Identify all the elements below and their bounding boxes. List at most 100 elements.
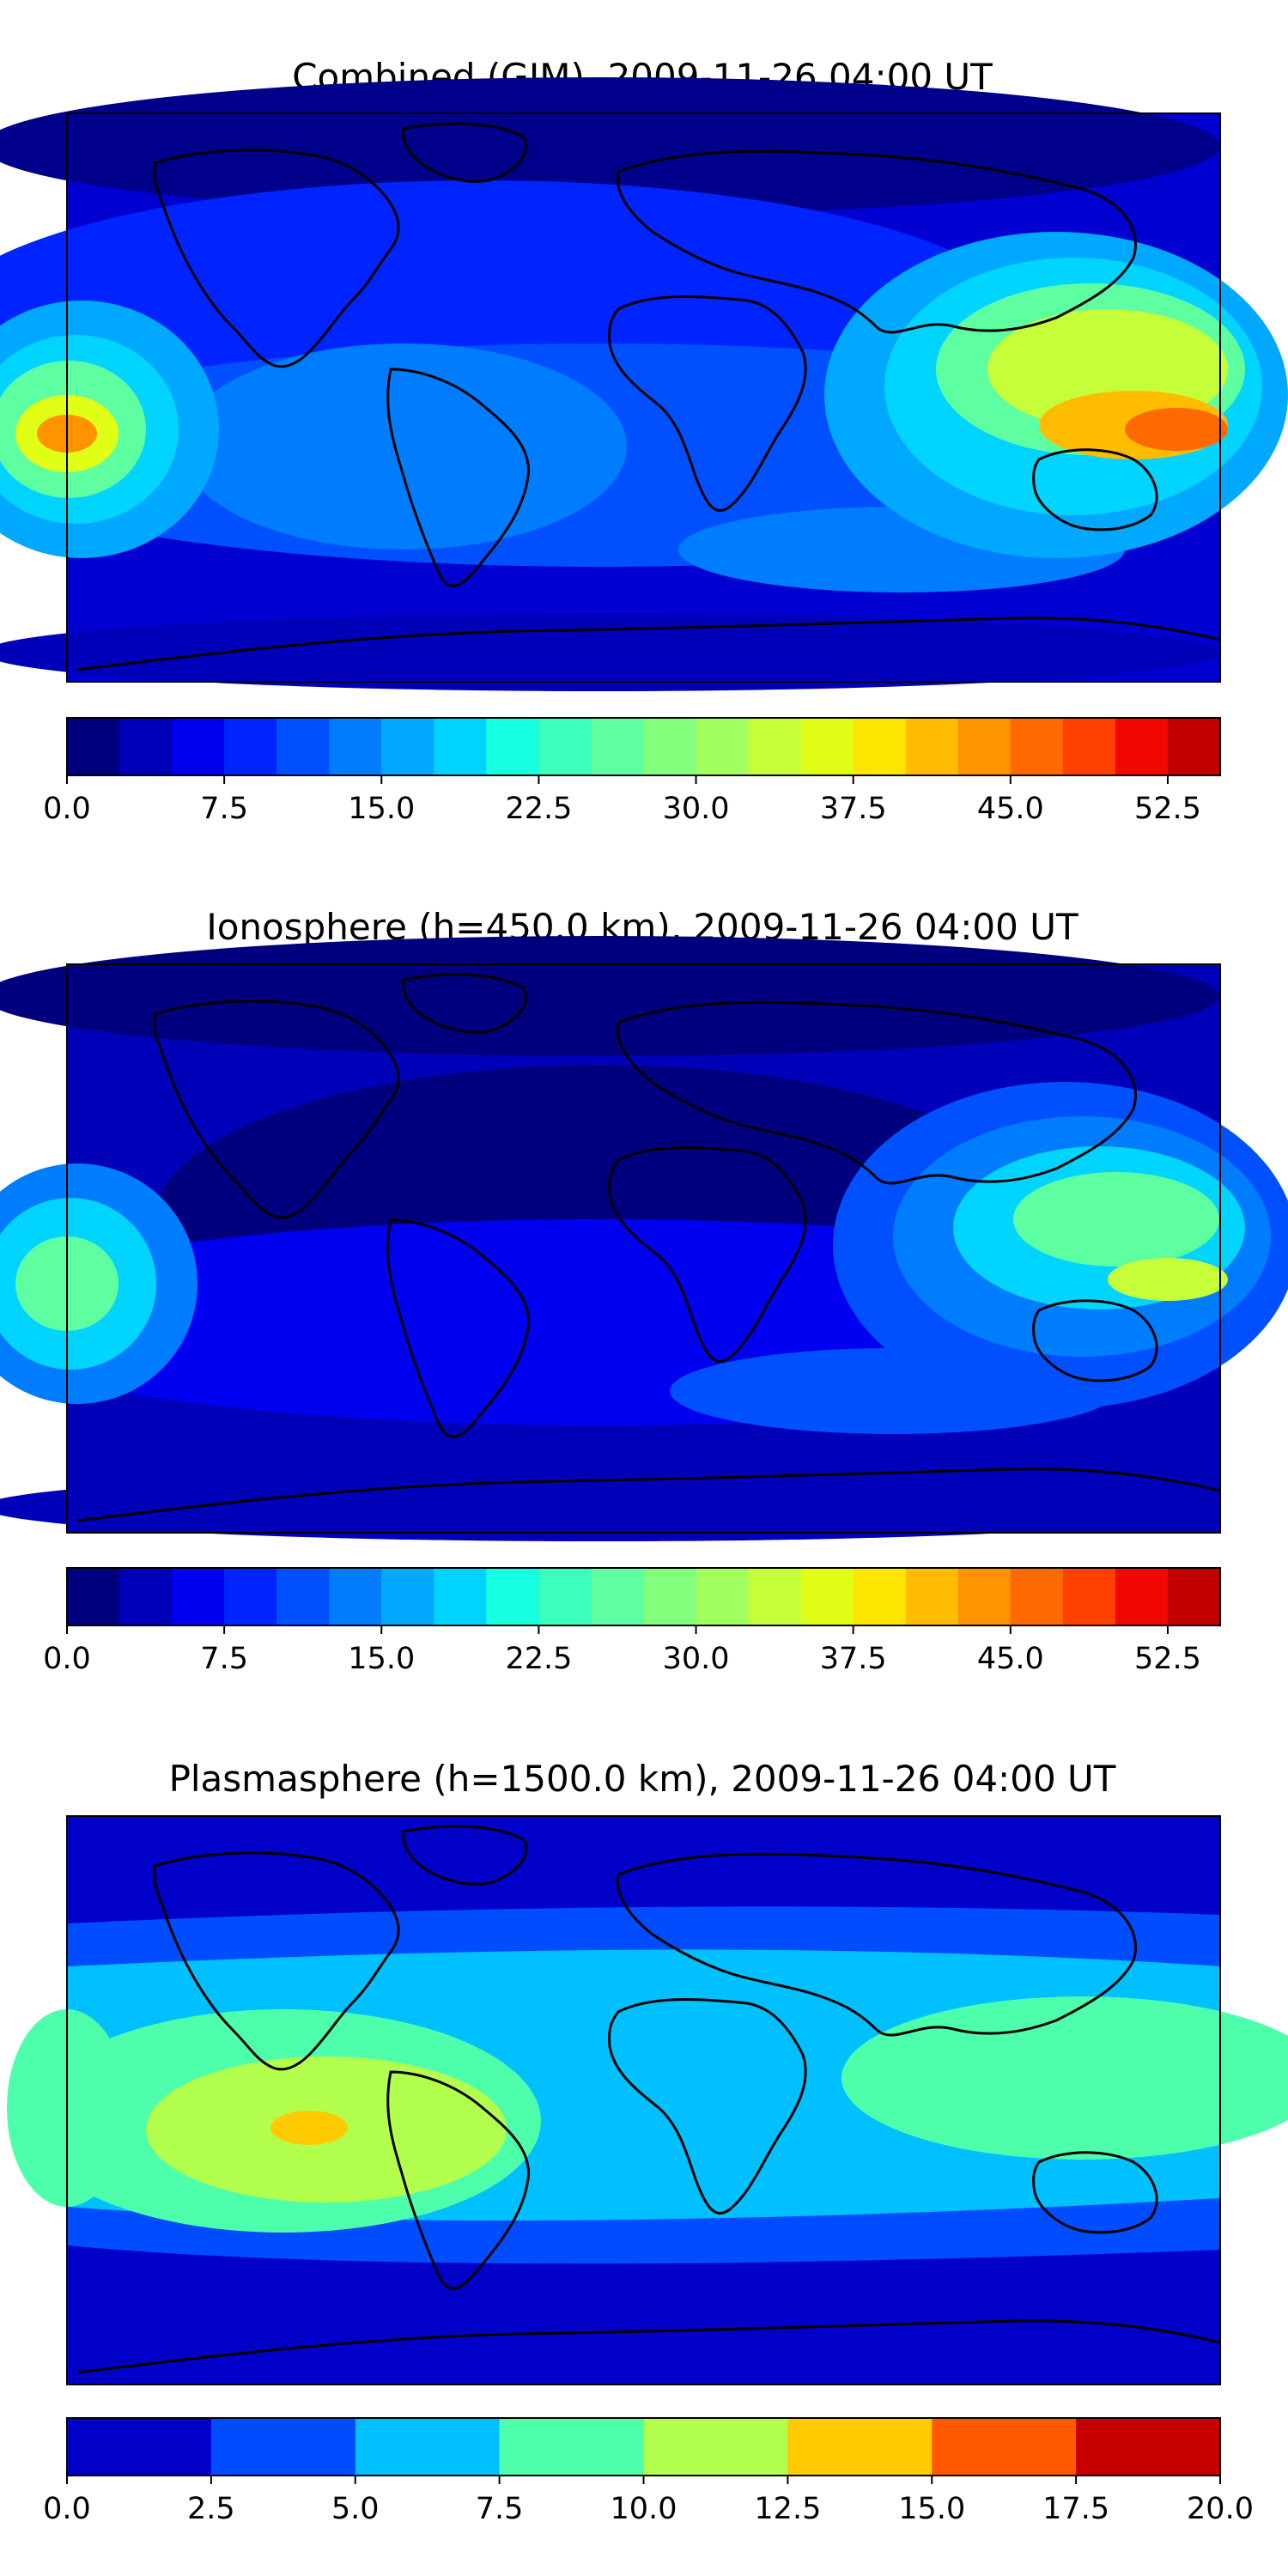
- combined-gim-colorbar: 0.0 7.5 15.0 22.5 30.0 37.5 45.0 52.5: [43, 717, 1221, 826]
- colorbar-cell: [355, 2418, 501, 2476]
- colorbar-cell: [1167, 1568, 1221, 1625]
- colorbar-tick-label: 52.5: [1134, 1642, 1201, 1676]
- south-america-peak: [270, 2111, 348, 2145]
- colorbar-cell: [1115, 718, 1169, 775]
- colorbar-cell: [172, 1568, 225, 1625]
- south-america-coast: [386, 368, 531, 587]
- colorbar-cell: [329, 718, 382, 775]
- coastlines: [76, 122, 1220, 671]
- colorbar-cell: [696, 718, 750, 775]
- colorbar-cell: [381, 1568, 434, 1625]
- south-america-coast: [386, 1218, 531, 1438]
- colorbar-cell: [1167, 718, 1221, 775]
- colorbar-cell: [1010, 718, 1064, 775]
- colorbar-tick-label: 37.5: [820, 792, 887, 826]
- colorbar-ticks: 0.0 7.5 15.0 22.5 30.0 37.5 45.0 52.5: [43, 1625, 1201, 1676]
- colorbar-cell: [172, 718, 225, 775]
- antarctica-coast: [76, 2319, 1220, 2374]
- colorbar-cells: [67, 1568, 1221, 1625]
- colorbar-cell: [1010, 1568, 1064, 1625]
- combined-gim-panel: Combined (GIM), 2009-11-26 04:00 UT: [0, 56, 1288, 826]
- greenland-coast: [402, 1825, 528, 1886]
- north-america-coast: [153, 999, 400, 1219]
- north-polar-band: [0, 936, 1219, 1056]
- colorbar-cell: [748, 1568, 802, 1625]
- colorbar-cell: [486, 718, 539, 775]
- colorbar-cell: [486, 1568, 539, 1625]
- plasmasphere-title: Plasmasphere (h=1500.0 km), 2009-11-26 0…: [169, 1758, 1116, 1800]
- colorbar-cell: [434, 718, 487, 775]
- colorbar-cell: [210, 2418, 356, 2476]
- colorbar-cell: [1115, 1568, 1169, 1625]
- colorbar-cell: [224, 718, 277, 775]
- colorbar-tick-label: 22.5: [505, 1642, 572, 1676]
- ionosphere-colorbar: 0.0 7.5 15.0 22.5 30.0 37.5 45.0 52.5: [43, 1567, 1221, 1676]
- colorbar-cell: [696, 1568, 750, 1625]
- antarctica-coast: [76, 1467, 1220, 1522]
- colorbar-cell: [119, 1568, 173, 1625]
- colorbar-cell: [853, 1568, 907, 1625]
- west-pacific-hotspot-5: [1108, 1258, 1228, 1301]
- eurasia-coast: [616, 1852, 1137, 2037]
- colorbar-cell: [381, 718, 434, 775]
- colorbar-tick-label: 7.5: [200, 1642, 248, 1676]
- colorbar-cell: [957, 1568, 1012, 1625]
- australia-coast: [1032, 1299, 1158, 1382]
- colorbar-tick-label: 15.0: [348, 792, 415, 826]
- eurasia-coast: [616, 149, 1137, 334]
- colorbar-cell: [329, 1568, 382, 1625]
- colorbar-ticks: 0.0 7.5 15.0 22.5 30.0 37.5 45.0 52.5: [43, 775, 1201, 826]
- colorbar-tick-label: 30.0: [663, 1642, 730, 1676]
- colorbar-cell: [276, 718, 330, 775]
- plasmasphere-panel: Plasmasphere (h=1500.0 km), 2009-11-26 0…: [7, 1758, 1288, 2526]
- colorbar-tick-label: 15.0: [898, 2492, 965, 2526]
- colorbar-tick-label: 20.0: [1187, 2492, 1254, 2526]
- colorbar-tick-label: 0.0: [43, 792, 91, 826]
- west-pacific-region: [841, 1996, 1288, 2160]
- africa-coast: [608, 1998, 807, 2215]
- map-frame: [66, 112, 1221, 683]
- colorbar-cell: [957, 718, 1012, 775]
- west-pacific-hotspot-4: [1013, 1172, 1219, 1267]
- south-polar-band: [0, 1473, 1219, 1541]
- plasmasphere-colorbar: 0.0 2.5 5.0 7.5 10.0 12.5 15.0 17.5 20.0: [43, 2417, 1254, 2526]
- colorbar-tick-label: 5.0: [331, 2492, 380, 2526]
- colorbar-frame: [66, 717, 1221, 776]
- west-pacific-hotspot-6: [1125, 408, 1228, 451]
- colorbar-cell: [224, 1568, 277, 1625]
- colorbar-cell: [538, 718, 592, 775]
- africa-coast: [608, 1146, 807, 1363]
- colorbar-cell: [119, 718, 173, 775]
- colorbar-tick-label: 0.0: [43, 1642, 91, 1676]
- colorbar-cell: [67, 718, 120, 775]
- greenland-coast: [402, 973, 528, 1034]
- colorbar-frame: [66, 1567, 1221, 1626]
- africa-coast: [608, 295, 807, 512]
- colorbar-cell: [1062, 718, 1116, 775]
- colorbar-tick-label: 52.5: [1134, 792, 1201, 826]
- north-america-coast: [153, 1851, 400, 2071]
- colorbar-tick-label: 17.5: [1042, 2492, 1109, 2526]
- colorbar-cell: [434, 1568, 487, 1625]
- colorbar-tick-label: 7.5: [200, 792, 248, 826]
- eurasia-coast: [616, 1000, 1137, 1185]
- colorbar-tick-label: 30.0: [663, 792, 730, 826]
- colorbar-tick-label: 12.5: [754, 2492, 821, 2526]
- south-polar-band: [0, 614, 1219, 691]
- colorbar-tick-label: 7.5: [476, 2492, 524, 2526]
- colorbar-cell: [748, 718, 802, 775]
- colorbar-ticks: 0.0 2.5 5.0 7.5 10.0 12.5 15.0 17.5 20.0: [43, 2476, 1254, 2526]
- colorbar-cell: [1062, 1568, 1116, 1625]
- colorbar-cells: [67, 2418, 1221, 2476]
- colorbar-tick-label: 45.0: [977, 792, 1044, 826]
- australia-coast: [1032, 2151, 1158, 2234]
- colorbar-cell: [643, 2418, 788, 2476]
- colorbar-cell: [591, 1568, 644, 1625]
- north-america-coast: [153, 149, 400, 368]
- colorbar-tick-label: 0.0: [43, 2492, 91, 2526]
- coastlines: [76, 973, 1220, 1522]
- colorbar-cell: [67, 2418, 212, 2476]
- colorbar-cell: [787, 2418, 933, 2476]
- colorbar-cell: [276, 1568, 330, 1625]
